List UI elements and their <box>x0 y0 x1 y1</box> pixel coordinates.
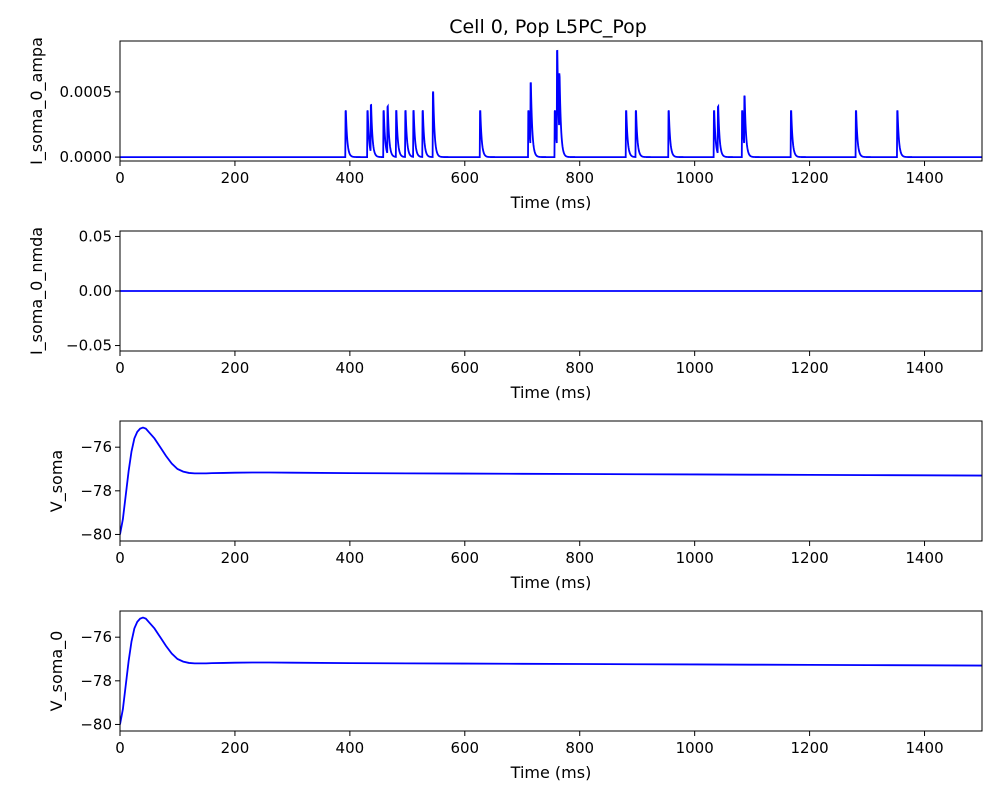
x-tick-label: 1000 <box>676 169 714 187</box>
subplot-2: 0 200 400 600 800 1000 1200 1400 −0.05 0.00 0.05 Ti… <box>27 227 982 402</box>
x-tick-label: 800 <box>565 359 594 377</box>
x-tick-label: 0 <box>115 169 125 187</box>
y-tick-label: 0.0005 <box>60 83 113 101</box>
subplot-1: 0 200 400 600 800 1000 1200 1400 0.0000 0.0005 Tim… <box>27 37 982 212</box>
y-tick-label: 0.05 <box>79 227 112 245</box>
x-tick-label: 1200 <box>791 169 829 187</box>
series-line-4-1 <box>120 618 982 725</box>
subplot-3: 0 200 400 600 800 1000 1200 1400 −80 −78 −76 Time (… <box>47 421 982 592</box>
x-tick-label: 400 <box>336 169 365 187</box>
x-tick-label: 1400 <box>905 359 943 377</box>
x-axis-label: Time (ms) <box>510 763 592 782</box>
x-tick-label: 600 <box>450 169 479 187</box>
x-tick-label: 1200 <box>791 359 829 377</box>
x-tick-label: 1400 <box>905 169 943 187</box>
x-tick-label: 1200 <box>791 549 829 567</box>
x-tick-label: 1400 <box>905 549 943 567</box>
y-tick-label: −78 <box>80 672 112 690</box>
axes-frame <box>120 41 982 161</box>
x-tick-label: 200 <box>221 739 250 757</box>
x-tick-label: 1000 <box>676 549 714 567</box>
x-tick-label: 0 <box>115 739 125 757</box>
y-axis-label: I_soma_0_nmda <box>27 227 47 355</box>
x-tick-label: 1000 <box>676 359 714 377</box>
y-tick-label: −80 <box>80 525 112 543</box>
y-tick-label: 0.0000 <box>60 148 113 166</box>
y-axis-label: V_soma <box>47 450 67 512</box>
x-tick-label: 1200 <box>791 739 829 757</box>
x-tick-label: 200 <box>221 169 250 187</box>
x-tick-label: 0 <box>115 359 125 377</box>
x-axis-label: Time (ms) <box>510 573 592 592</box>
x-tick-label: 800 <box>565 169 594 187</box>
y-axis-label: V_soma_0 <box>47 631 67 712</box>
y-tick-label: −80 <box>80 715 112 733</box>
y-tick-label: −0.05 <box>66 337 112 355</box>
x-tick-label: 400 <box>336 739 365 757</box>
x-tick-label: 600 <box>450 549 479 567</box>
x-tick-label: 600 <box>450 739 479 757</box>
subplot-4: 0 200 400 600 800 1000 1200 1400 −80 −78 −76 Time (… <box>47 611 982 782</box>
axes-frame <box>120 611 982 731</box>
figure-title: Cell 0, Pop L5PC_Pop <box>449 16 647 38</box>
x-tick-label: 1000 <box>676 739 714 757</box>
y-tick-label: −76 <box>80 628 112 646</box>
x-tick-label: 400 <box>336 549 365 567</box>
series-line-1-1 <box>120 51 982 157</box>
x-tick-label: 1400 <box>905 739 943 757</box>
x-axis-label: Time (ms) <box>510 193 592 212</box>
x-tick-label: 400 <box>336 359 365 377</box>
axes-frame <box>120 421 982 541</box>
y-axis-label: I_soma_0_ampa <box>27 37 47 165</box>
x-axis-label: Time (ms) <box>510 383 592 402</box>
x-tick-label: 200 <box>221 549 250 567</box>
y-tick-label: 0.00 <box>79 282 112 300</box>
x-tick-label: 800 <box>565 549 594 567</box>
x-tick-label: 600 <box>450 359 479 377</box>
y-tick-label: −78 <box>80 482 112 500</box>
x-tick-label: 0 <box>115 549 125 567</box>
series-line-3-1 <box>120 428 982 535</box>
x-tick-label: 200 <box>221 359 250 377</box>
y-tick-label: −76 <box>80 438 112 456</box>
x-tick-label: 800 <box>565 739 594 757</box>
